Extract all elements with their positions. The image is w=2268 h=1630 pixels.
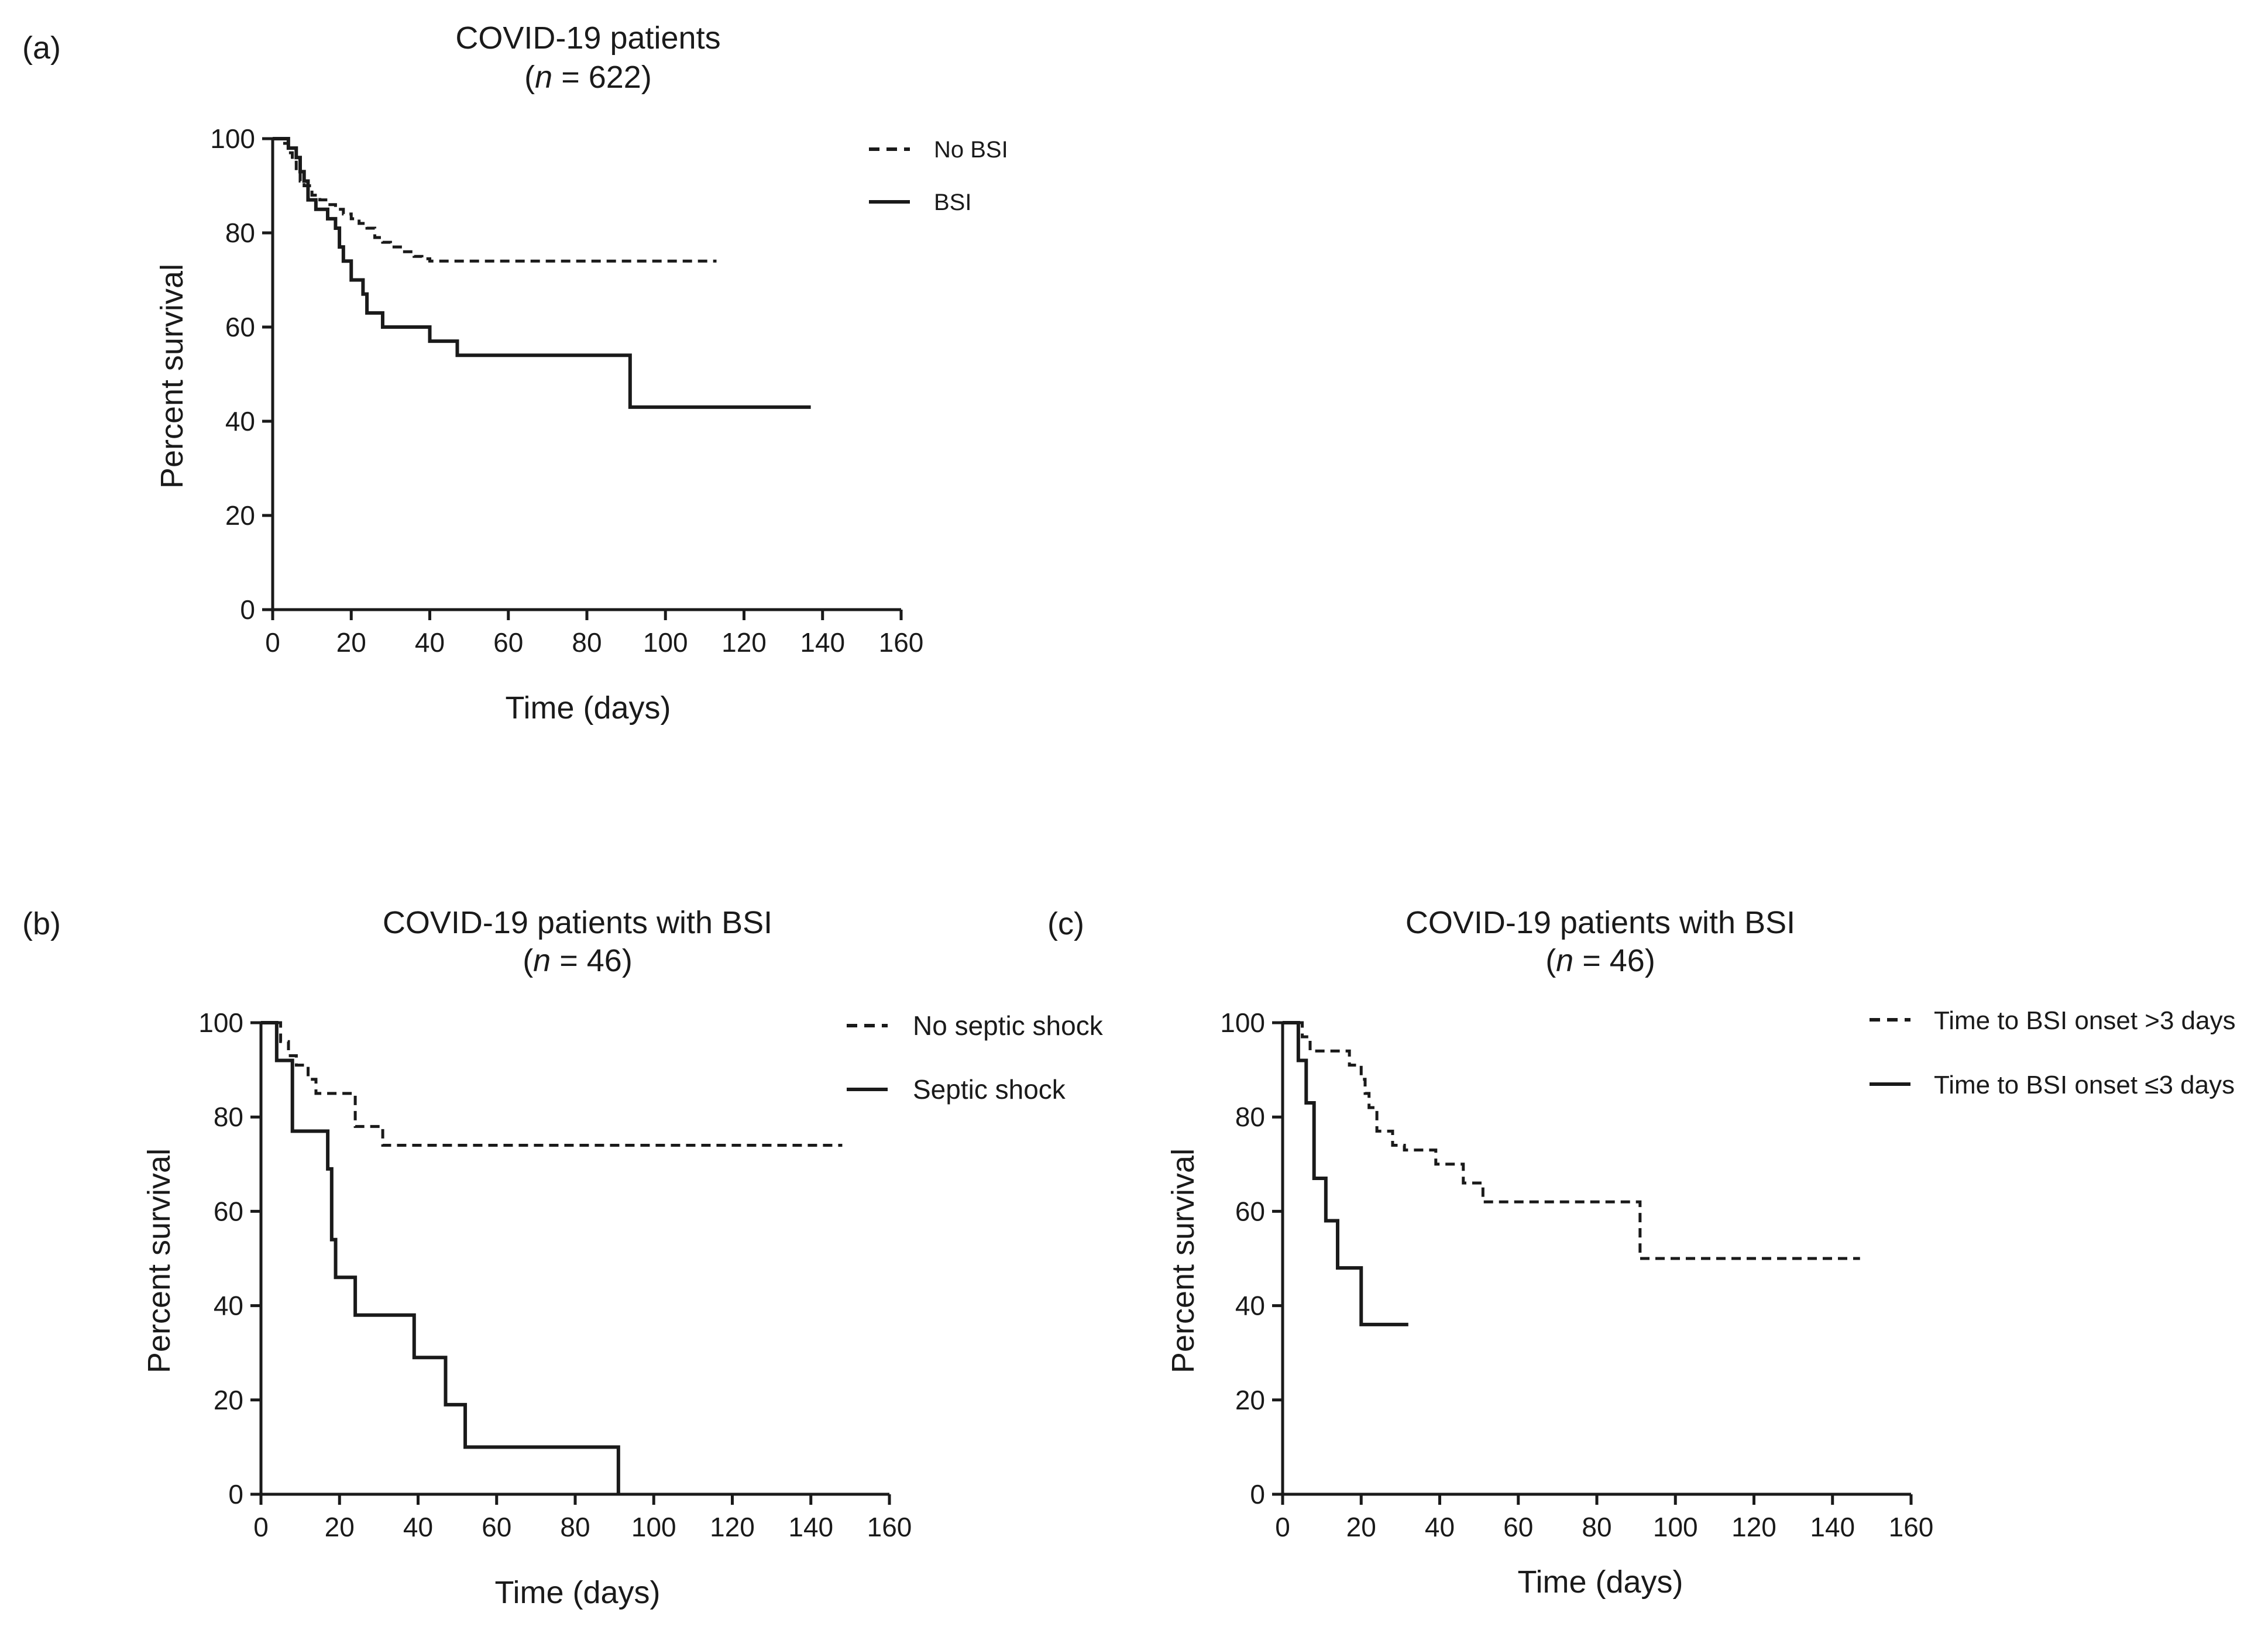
y-tick-label: 0 — [1250, 1479, 1265, 1509]
panel-a: (a) COVID-19 patients (n = 622) 0 20 40 60 8… — [22, 20, 1008, 725]
y-tick-label: 20 — [1235, 1385, 1265, 1415]
y-tick-label: 0 — [240, 594, 255, 625]
x-tick-label: 120 — [1731, 1512, 1776, 1542]
series-line-no-septic-shock — [261, 1021, 843, 1147]
x-tick-label: 120 — [721, 627, 767, 658]
y-tick-label: 80 — [1235, 1102, 1265, 1132]
x-tick-label: 60 — [482, 1512, 511, 1542]
x-tick-label: 40 — [415, 627, 445, 658]
y-tick-label: 40 — [214, 1291, 243, 1321]
series-line-time-to-bsi-onset-3-days — [1283, 1021, 1408, 1326]
x-tick-label: 0 — [1275, 1512, 1290, 1542]
y-tick-label: 100 — [198, 1007, 243, 1038]
x-tick-label: 20 — [325, 1512, 355, 1542]
x-tick-label: 40 — [403, 1512, 433, 1542]
panel-label: (a) — [22, 30, 61, 66]
x-tick-label: 140 — [1810, 1512, 1855, 1542]
plot-area: 0 20 40 60 80 100 120 140 160 0 20 40 60 80 100 — [1220, 1007, 1933, 1542]
x-tick-label: 160 — [867, 1512, 912, 1542]
panel-label: (c) — [1047, 906, 1084, 941]
x-tick-label: 40 — [1425, 1512, 1455, 1542]
legend: No BSI BSI — [869, 137, 1008, 215]
legend-label-bsi: BSI — [934, 190, 971, 215]
x-tick-label: 100 — [1653, 1512, 1698, 1542]
series-line-septic-shock — [261, 1021, 620, 1494]
x-tick-label: 160 — [1889, 1512, 1934, 1542]
y-tick-label: 20 — [214, 1385, 243, 1415]
y-tick-label: 60 — [214, 1196, 243, 1226]
x-tick-label: 80 — [560, 1512, 590, 1542]
y-axis-label: Percent survival — [154, 264, 190, 489]
y-tick-label: 20 — [225, 500, 255, 531]
chart-subtitle: (n = 46) — [523, 943, 633, 978]
y-tick-label: 60 — [1235, 1196, 1265, 1226]
y-tick-label: 60 — [225, 312, 255, 342]
x-tick-label: 20 — [1346, 1512, 1376, 1542]
x-tick-label: 140 — [800, 627, 845, 658]
x-axis-label: Time (days) — [505, 690, 671, 725]
plot-area: 0 20 40 60 80 100 120 140 160 0 20 40 60 80 100 — [198, 1007, 912, 1542]
y-tick-label: 0 — [228, 1479, 243, 1509]
legend-label-no-septic-shock: No septic shock — [913, 1010, 1104, 1041]
y-tick-label: 80 — [214, 1102, 243, 1132]
legend-label-septic-shock: Septic shock — [913, 1074, 1066, 1105]
panel-b: (b) COVID-19 patients with BSI (n = 46) … — [22, 905, 1104, 1610]
y-tick-label: 100 — [210, 123, 255, 154]
x-tick-label: 100 — [643, 627, 688, 658]
legend: Time to BSI onset >3 days Time to BSI on… — [1870, 1006, 2236, 1099]
chart-title: COVID-19 patients with BSI — [1406, 905, 1795, 940]
legend: No septic shock Septic shock — [847, 1010, 1104, 1105]
y-axis-label: Percent survival — [1166, 1148, 1201, 1373]
chart-subtitle: (n = 622) — [524, 60, 652, 95]
legend-label-onset-gt-3-days: Time to BSI onset >3 days — [1934, 1006, 2236, 1035]
x-tick-label: 140 — [788, 1512, 833, 1542]
plot-area: 0 20 40 60 80 100 120 140 160 0 20 40 60 80 100 — [210, 123, 923, 658]
y-tick-label: 80 — [225, 218, 255, 248]
series-line-bsi — [273, 137, 811, 409]
series-line-no-bsi — [273, 137, 717, 263]
x-tick-label: 0 — [253, 1512, 269, 1542]
x-tick-label: 60 — [493, 627, 523, 658]
legend-label-no-bsi: No BSI — [934, 137, 1008, 163]
y-axis-label: Percent survival — [142, 1148, 177, 1373]
chart-title: COVID-19 patients with BSI — [383, 905, 772, 940]
chart-title: COVID-19 patients — [455, 20, 720, 56]
x-axis-label: Time (days) — [1517, 1564, 1683, 1600]
x-tick-label: 20 — [336, 627, 366, 658]
x-tick-label: 80 — [1582, 1512, 1611, 1542]
x-axis-label: Time (days) — [494, 1575, 660, 1610]
chart-subtitle: (n = 46) — [1545, 943, 1655, 978]
x-tick-label: 160 — [879, 627, 924, 658]
x-tick-label: 60 — [1503, 1512, 1533, 1542]
panel-label: (b) — [22, 906, 61, 941]
x-tick-label: 120 — [710, 1512, 755, 1542]
x-tick-label: 0 — [265, 627, 280, 658]
x-tick-label: 100 — [631, 1512, 676, 1542]
y-tick-label: 40 — [225, 406, 255, 436]
legend-label-onset-le-3-days: Time to BSI onset ≤3 days — [1934, 1071, 2235, 1099]
y-tick-label: 40 — [1235, 1291, 1265, 1321]
series-line-time-to-bsi-onset-3-days — [1283, 1021, 1860, 1260]
x-tick-label: 80 — [572, 627, 602, 658]
y-tick-label: 100 — [1220, 1007, 1265, 1038]
panel-c: (c) COVID-19 patients with BSI (n = 46) … — [1047, 905, 2236, 1600]
